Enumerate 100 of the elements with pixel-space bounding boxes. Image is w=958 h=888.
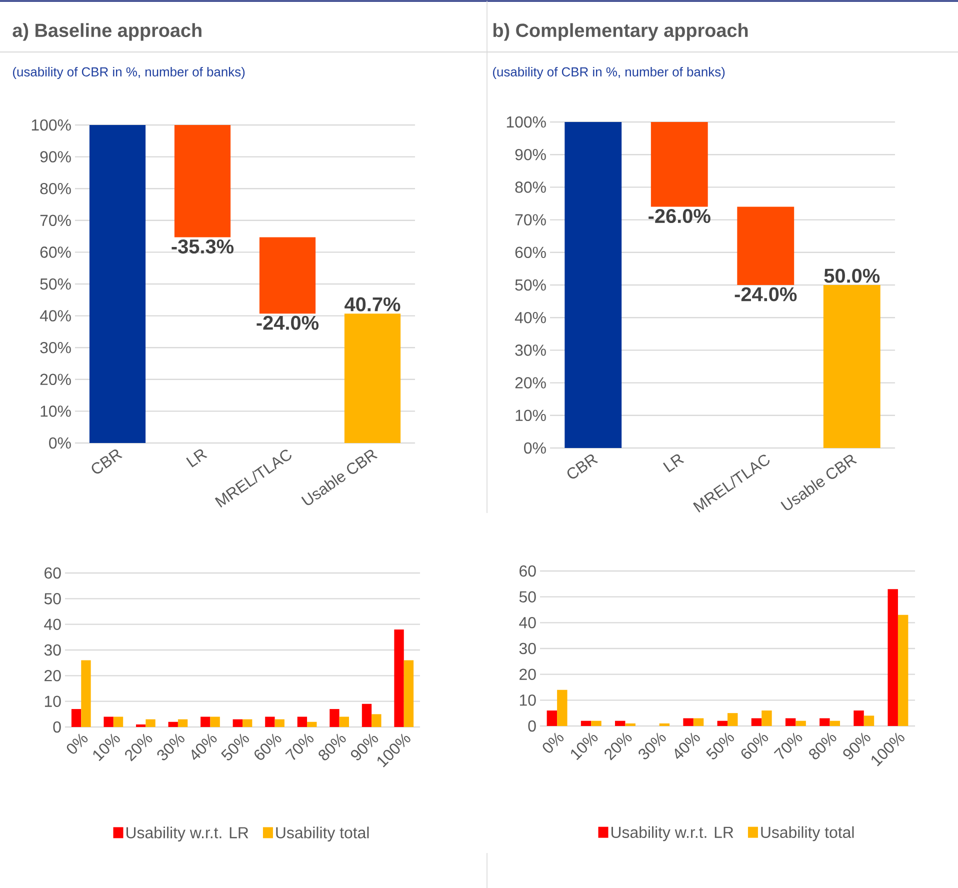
y-tick-label: 100% — [506, 116, 546, 128]
y-tick-label: 30 — [519, 642, 536, 654]
legend-label: Usability total — [761, 826, 854, 842]
x-tick-label: CBR — [92, 450, 122, 474]
bar — [297, 716, 308, 727]
bar — [344, 314, 401, 443]
legend-label: Usability w.r.t. LR — [611, 826, 734, 842]
bar — [650, 122, 708, 207]
y-tick-label: 70% — [40, 214, 71, 226]
x-tick-label: 0% — [66, 734, 88, 754]
bar — [898, 614, 908, 726]
bar — [854, 710, 864, 726]
bar — [372, 714, 382, 727]
y-tick-label: 30% — [40, 342, 71, 354]
bar — [200, 716, 210, 727]
y-tick-label: 0 — [53, 721, 61, 733]
y-tick-label: 90% — [515, 148, 546, 160]
chart-subtitle: (usability of CBR in %, number of banks) — [493, 66, 725, 80]
x-tick-label: 0% — [542, 732, 564, 753]
y-tick-label: 10% — [40, 406, 71, 417]
data-label: 50.0% — [824, 268, 880, 283]
bar — [823, 284, 880, 448]
bar — [615, 720, 626, 726]
y-tick-label: 50 — [519, 591, 536, 602]
bar — [762, 710, 772, 726]
chart-title: a) Baseline approach — [12, 23, 202, 41]
bar — [751, 718, 762, 726]
y-tick-label: 80% — [515, 182, 546, 193]
bar — [580, 720, 592, 726]
bar — [394, 629, 404, 727]
bar — [830, 720, 840, 726]
bar — [136, 724, 146, 727]
legend-label: Usability total — [276, 826, 369, 842]
bar — [625, 723, 636, 726]
y-tick-label: 90% — [40, 151, 71, 162]
y-tick-label: 0% — [49, 437, 71, 449]
bar — [820, 718, 830, 726]
bar — [210, 716, 220, 727]
bar — [274, 719, 284, 727]
x-tick-label: 40% — [192, 734, 217, 760]
x-tick-label: 30% — [638, 732, 666, 760]
y-tick-label: 20 — [520, 668, 536, 680]
x-tick-label: 90% — [350, 734, 378, 760]
x-tick-label: 80% — [809, 732, 836, 760]
x-tick-label: 60% — [741, 732, 768, 759]
y-tick-label: 50 — [44, 593, 61, 604]
bar — [546, 710, 558, 726]
y-tick-label: 30 — [44, 644, 61, 656]
x-tick-label: LR — [186, 449, 208, 468]
bar — [796, 720, 806, 726]
chart-title: b) Complementary approach — [493, 23, 748, 41]
x-tick-label: 60% — [254, 734, 282, 760]
bar — [693, 718, 704, 726]
y-tick-label: 40% — [514, 312, 546, 324]
x-tick-label: 80% — [318, 734, 346, 760]
bar — [330, 709, 340, 727]
y-tick-label: 60 — [44, 567, 61, 579]
chart-subtitle: (usability of CBR in %, number of banks) — [12, 66, 245, 80]
bar — [557, 690, 568, 726]
bar — [307, 722, 317, 727]
x-tick-label: 70% — [774, 732, 802, 759]
bar — [659, 723, 670, 726]
bar — [168, 722, 178, 727]
bar — [259, 237, 316, 314]
x-tick-label: 50% — [221, 734, 249, 760]
bar — [104, 716, 114, 727]
bar — [146, 719, 156, 727]
y-tick-label: 60 — [520, 565, 536, 577]
y-tick-label: 80% — [40, 182, 71, 194]
bar — [178, 719, 188, 727]
data-label: -24.0% — [734, 287, 797, 302]
bar — [737, 206, 794, 285]
x-tick-label: CBR — [567, 454, 598, 479]
x-tick-label: LR — [662, 454, 684, 472]
data-label: -26.0% — [648, 208, 710, 224]
y-tick-label: 20 — [44, 670, 61, 682]
bar — [717, 720, 728, 726]
bar — [683, 718, 694, 726]
y-tick-label: 40 — [519, 617, 536, 628]
bar — [81, 660, 91, 727]
y-tick-label: 70% — [515, 214, 546, 226]
y-tick-label: 50% — [515, 279, 546, 291]
y-tick-label: 30% — [515, 344, 546, 356]
bar — [404, 660, 414, 727]
bar — [339, 716, 350, 727]
bar — [242, 719, 252, 727]
legend-label: Usability w.r.t. LR — [126, 826, 248, 842]
bar — [564, 122, 622, 448]
y-tick-label: 10 — [44, 696, 61, 707]
y-tick-label: 60% — [40, 246, 71, 258]
bar — [265, 716, 275, 727]
bar — [888, 589, 898, 726]
y-tick-label: 50% — [40, 278, 71, 290]
bar — [71, 709, 82, 727]
bar — [864, 716, 874, 726]
y-tick-label: 60% — [515, 246, 546, 258]
bar — [362, 704, 372, 727]
bar — [89, 124, 146, 443]
x-tick-label: 90% — [843, 732, 870, 760]
bar — [232, 719, 243, 727]
